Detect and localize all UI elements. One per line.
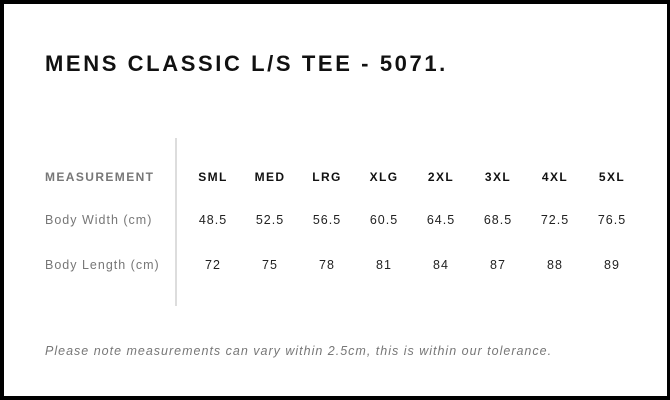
header-size-sml: SML — [198, 170, 228, 184]
table-cell: 72 — [205, 258, 221, 272]
table-cell: 81 — [376, 258, 392, 272]
page-title: MENS CLASSIC L/S TEE - 5071. — [45, 51, 448, 76]
size-chart: MENS CLASSIC L/S TEE - 5071. MEASUREMENT… — [4, 4, 667, 396]
column-divider — [175, 138, 177, 306]
header-size-2xl: 2XL — [427, 170, 455, 184]
table-cell: 68.5 — [483, 213, 513, 227]
header-size-xlg: XLG — [369, 170, 399, 184]
header-size-3xl: 3XL — [484, 170, 512, 184]
header-size-lrg: LRG — [312, 170, 342, 184]
table-cell: 64.5 — [426, 213, 456, 227]
row-label: Body Width (cm) — [45, 213, 153, 227]
table-cell: 60.5 — [369, 213, 399, 227]
table-cell: 72.5 — [540, 213, 570, 227]
table-cell: 88 — [547, 258, 563, 272]
header-size-4xl: 4XL — [541, 170, 569, 184]
header-measurement: MEASUREMENT — [45, 170, 155, 184]
table-cell: 84 — [433, 258, 449, 272]
header-size-5xl: 5XL — [598, 170, 626, 184]
header-size-med: MED — [254, 170, 286, 184]
table-cell: 56.5 — [312, 213, 342, 227]
row-label: Body Length (cm) — [45, 258, 160, 272]
table-cell: 75 — [262, 258, 278, 272]
table-cell: 76.5 — [597, 213, 627, 227]
table-cell: 89 — [604, 258, 620, 272]
table-cell: 87 — [490, 258, 506, 272]
table-cell: 52.5 — [255, 213, 285, 227]
table-cell: 78 — [319, 258, 335, 272]
tolerance-note: Please note measurements can vary within… — [45, 344, 553, 358]
table-cell: 48.5 — [198, 213, 228, 227]
